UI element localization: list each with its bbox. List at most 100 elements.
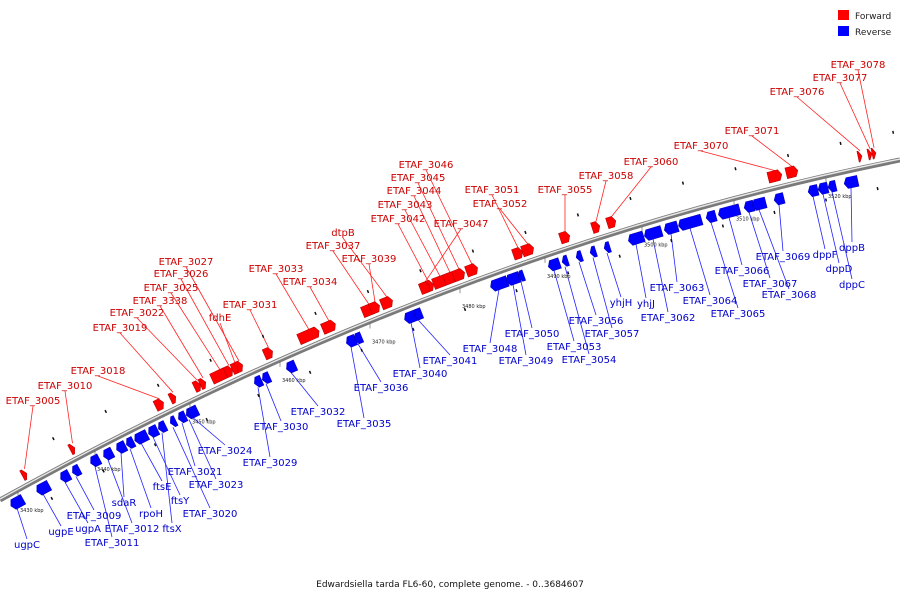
gene-label-etaf-3005[interactable]: ETAF_3005 [6, 396, 61, 407]
gene-label-etaf-3034[interactable]: ETAF_3034 [283, 277, 338, 288]
gene-label-etaf-3063[interactable]: ETAF_3063 [650, 283, 705, 294]
gene-label-etaf-3012[interactable]: ETAF_3012 [105, 524, 160, 535]
reverse-gene-dppd[interactable] [817, 181, 830, 195]
gene-label-etaf-3009[interactable]: ETAF_3009 [67, 511, 122, 522]
reverse-gene-yhjh[interactable] [602, 241, 612, 254]
gene-label-etaf-3058[interactable]: ETAF_3058 [579, 171, 634, 182]
reverse-gene-etaf-3057[interactable] [588, 245, 598, 258]
forward-gene-etaf-3077[interactable] [866, 148, 873, 161]
reverse-gene-sdar[interactable] [114, 440, 129, 455]
gene-label-etaf-3029[interactable]: ETAF_3029 [243, 458, 298, 469]
gene-label-etaf-3055[interactable]: ETAF_3055 [538, 185, 593, 196]
gene-label-dppd[interactable]: dppD [826, 264, 853, 275]
gene-label-etaf-3054[interactable]: ETAF_3054 [562, 355, 617, 366]
gene-label-ugpc[interactable]: ugpC [14, 540, 40, 551]
gene-label-etaf-3024[interactable]: ETAF_3024 [198, 446, 253, 457]
forward-gene-etaf-3060[interactable] [605, 216, 618, 230]
gene-label-rpoh[interactable]: rpoH [139, 509, 163, 520]
gene-label-etaf-3030[interactable]: ETAF_3030 [254, 422, 309, 433]
reverse-gene-etaf-3066[interactable] [717, 203, 742, 220]
forward-gene-etaf-3076[interactable] [856, 150, 863, 163]
reverse-gene-etaf-3011[interactable] [88, 453, 103, 468]
forward-gene-etaf-3051[interactable] [511, 246, 524, 261]
reverse-gene-dppb[interactable] [843, 175, 860, 189]
gene-label-ftse[interactable]: ftsE [153, 482, 172, 493]
gene-label-etaf-3021[interactable]: ETAF_3021 [168, 467, 223, 478]
gene-label-etaf-3018[interactable]: ETAF_3018 [71, 366, 126, 377]
forward-gene-etaf-3010[interactable] [67, 443, 78, 456]
gene-label-etaf-3062[interactable]: ETAF_3062 [641, 313, 696, 324]
gene-label-etaf-3011[interactable]: ETAF_3011 [85, 538, 140, 549]
forward-gene-dtpb[interactable] [379, 295, 394, 311]
reverse-gene-dppc[interactable] [827, 179, 838, 193]
gene-label-etaf-3019[interactable]: ETAF_3019 [93, 323, 148, 334]
forward-gene-etaf-3338[interactable] [197, 377, 208, 390]
reverse-gene-ugpc[interactable] [8, 494, 27, 510]
gene-label-etaf-3031[interactable]: ETAF_3031 [223, 300, 278, 311]
forward-gene-etaf-3055[interactable] [558, 230, 572, 245]
reverse-gene-etaf-3009[interactable] [70, 463, 83, 477]
reverse-gene-rpoh[interactable] [124, 436, 137, 449]
reverse-gene-etaf-3012[interactable] [101, 446, 116, 461]
gene-label-etaf-3051[interactable]: ETAF_3051 [465, 185, 520, 196]
gene-label-etaf-3064[interactable]: ETAF_3064 [683, 296, 738, 307]
reverse-gene-etaf-3032[interactable] [284, 359, 299, 374]
gene-label-etaf-3023[interactable]: ETAF_3023 [189, 480, 244, 491]
reverse-gene-etaf-3064[interactable] [677, 213, 704, 231]
gene-label-etaf-3010[interactable]: ETAF_3010 [38, 381, 93, 392]
gene-label-etaf-3047[interactable]: ETAF_3047 [434, 219, 489, 230]
forward-gene-etaf-3058[interactable] [590, 221, 602, 234]
reverse-gene-etaf-3062[interactable] [643, 225, 664, 242]
gene-label-etaf-3056[interactable]: ETAF_3056 [569, 316, 624, 327]
reverse-gene-etaf-3063[interactable] [663, 220, 680, 235]
reverse-gene-etaf-3020[interactable] [168, 415, 179, 429]
reverse-gene-etaf-3065[interactable] [705, 209, 718, 223]
reverse-gene-etaf-3024[interactable] [186, 404, 201, 419]
forward-gene-etaf-3052[interactable] [520, 243, 536, 258]
forward-gene-etaf-3046[interactable] [464, 263, 479, 278]
reverse-gene-etaf-3068[interactable] [751, 196, 768, 211]
gene-label-etaf-3338[interactable]: ETAF_3338 [133, 296, 188, 307]
gene-label-etaf-3052[interactable]: ETAF_3052 [473, 199, 528, 210]
forward-gene-etaf-3039[interactable] [367, 300, 381, 315]
gene-label-etaf-3078[interactable]: ETAF_3078 [831, 60, 886, 71]
gene-label-etaf-3071[interactable]: ETAF_3071 [725, 126, 780, 137]
gene-label-etaf-3036[interactable]: ETAF_3036 [354, 383, 409, 394]
gene-label-dtpb[interactable]: dtpB [331, 228, 355, 239]
gene-label-dppb[interactable]: dppB [839, 243, 865, 254]
gene-label-etaf-3043[interactable]: ETAF_3043 [378, 200, 433, 211]
gene-label-etaf-3076[interactable]: ETAF_3076 [770, 87, 825, 98]
gene-label-etaf-3032[interactable]: ETAF_3032 [291, 407, 346, 418]
gene-label-etaf-3077[interactable]: ETAF_3077 [813, 73, 868, 84]
gene-label-etaf-3053[interactable]: ETAF_3053 [547, 342, 602, 353]
forward-gene-etaf-3070[interactable] [766, 169, 783, 184]
gene-label-etaf-3041[interactable]: ETAF_3041 [423, 356, 478, 367]
forward-gene-etaf-3047[interactable] [418, 281, 431, 295]
gene-label-etaf-3026[interactable]: ETAF_3026 [154, 269, 209, 280]
reverse-gene-ftsx[interactable] [156, 420, 169, 433]
forward-gene-etaf-3019[interactable] [167, 392, 178, 405]
reverse-gene-etaf-3036[interactable] [352, 331, 365, 345]
reverse-gene-ftse[interactable] [132, 429, 151, 446]
gene-label-etaf-3035[interactable]: ETAF_3035 [337, 419, 392, 430]
gene-label-etaf-3070[interactable]: ETAF_3070 [674, 141, 729, 152]
gene-label-etaf-3039[interactable]: ETAF_3039 [342, 254, 397, 265]
gene-label-yhjj[interactable]: yhjJ [637, 299, 655, 310]
gene-label-ugpa[interactable]: ugpA [75, 524, 101, 535]
reverse-gene-ftsy[interactable] [146, 424, 161, 438]
reverse-gene-etaf-3048[interactable] [489, 275, 510, 292]
forward-gene-etaf-3078[interactable] [870, 147, 877, 160]
reverse-gene-etaf-3056[interactable] [574, 250, 584, 263]
forward-gene-etaf-3071[interactable] [784, 165, 799, 179]
reverse-gene-ugpa[interactable] [58, 469, 73, 484]
gene-label-etaf-3045[interactable]: ETAF_3045 [391, 173, 446, 184]
reverse-gene-dppf[interactable] [807, 184, 820, 197]
forward-gene-etaf-3026[interactable] [222, 364, 235, 379]
gene-label-ftsx[interactable]: ftsX [162, 524, 181, 535]
gene-label-etaf-3068[interactable]: ETAF_3068 [762, 290, 817, 301]
gene-label-etaf-3050[interactable]: ETAF_3050 [505, 329, 560, 340]
gene-label-sdar[interactable]: sdaR [112, 498, 137, 509]
gene-label-etaf-3069[interactable]: ETAF_3069 [756, 252, 811, 263]
gene-label-etaf-3067[interactable]: ETAF_3067 [743, 279, 798, 290]
gene-label-ugpe[interactable]: ugpE [48, 527, 73, 538]
